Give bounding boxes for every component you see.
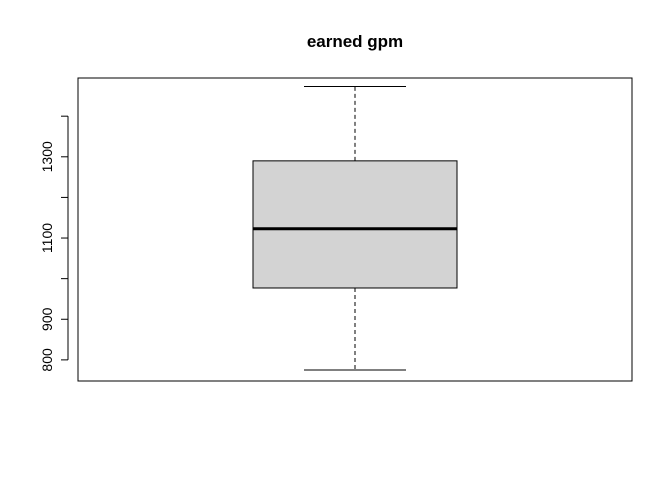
interquartile-box <box>252 160 458 289</box>
y-tick-label: 1300 <box>39 141 55 172</box>
plot-frame <box>77 77 633 382</box>
chart-title: earned gpm <box>307 32 403 51</box>
y-tick-label: 1100 <box>39 223 55 253</box>
y-ticks: 800 900 1100 1300 <box>39 115 68 372</box>
boxplot <box>252 86 458 371</box>
y-tick-label: 900 <box>39 307 55 331</box>
y-axis: 800 900 1100 1300 <box>39 115 69 372</box>
y-tick-label: 800 <box>39 348 55 372</box>
